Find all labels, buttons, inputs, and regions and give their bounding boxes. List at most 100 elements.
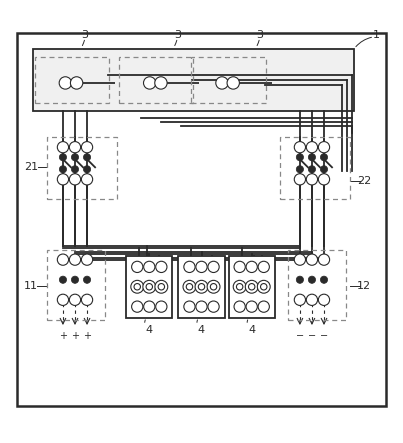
Circle shape xyxy=(208,261,219,272)
Circle shape xyxy=(296,154,303,161)
Circle shape xyxy=(234,261,245,272)
Circle shape xyxy=(184,301,195,312)
Bar xyxy=(229,256,275,318)
Text: 21: 21 xyxy=(24,162,38,172)
Bar xyxy=(47,137,117,199)
Circle shape xyxy=(131,280,143,293)
Text: −: − xyxy=(308,331,316,341)
Text: 11: 11 xyxy=(24,281,38,291)
Circle shape xyxy=(132,261,143,272)
Circle shape xyxy=(258,280,270,293)
Circle shape xyxy=(81,294,93,305)
Circle shape xyxy=(186,284,193,290)
Circle shape xyxy=(294,294,305,305)
Circle shape xyxy=(155,77,167,89)
Bar xyxy=(179,256,224,318)
Circle shape xyxy=(308,276,316,284)
Circle shape xyxy=(195,280,208,293)
Circle shape xyxy=(227,77,239,89)
Circle shape xyxy=(308,166,316,173)
Circle shape xyxy=(59,166,66,173)
Text: +: + xyxy=(59,331,67,341)
FancyBboxPatch shape xyxy=(17,33,386,406)
Circle shape xyxy=(71,166,79,173)
Circle shape xyxy=(155,280,168,293)
Circle shape xyxy=(158,284,164,290)
Circle shape xyxy=(69,294,81,305)
Text: 4: 4 xyxy=(198,325,205,335)
Circle shape xyxy=(245,280,258,293)
Circle shape xyxy=(306,254,318,265)
Text: 1: 1 xyxy=(373,30,380,40)
Bar xyxy=(288,249,346,320)
Circle shape xyxy=(210,284,217,290)
Circle shape xyxy=(146,284,152,290)
Circle shape xyxy=(320,166,328,173)
Bar xyxy=(280,137,350,199)
Circle shape xyxy=(57,174,69,185)
Circle shape xyxy=(134,284,141,290)
Circle shape xyxy=(306,142,318,153)
Text: 4: 4 xyxy=(248,325,255,335)
Circle shape xyxy=(296,166,303,173)
Circle shape xyxy=(143,77,156,89)
Circle shape xyxy=(143,261,155,272)
Circle shape xyxy=(318,254,330,265)
Circle shape xyxy=(294,142,305,153)
Circle shape xyxy=(196,261,207,272)
Circle shape xyxy=(69,142,81,153)
Text: +: + xyxy=(83,331,91,341)
Circle shape xyxy=(318,174,330,185)
Bar xyxy=(47,249,105,320)
Circle shape xyxy=(318,294,330,305)
Circle shape xyxy=(294,174,305,185)
Circle shape xyxy=(246,261,258,272)
Circle shape xyxy=(132,301,143,312)
Bar xyxy=(33,49,354,111)
Circle shape xyxy=(59,154,66,161)
Text: 22: 22 xyxy=(357,176,371,187)
Circle shape xyxy=(296,276,303,284)
Circle shape xyxy=(143,280,156,293)
Circle shape xyxy=(156,301,167,312)
Circle shape xyxy=(233,280,246,293)
Circle shape xyxy=(69,174,81,185)
Circle shape xyxy=(71,77,83,89)
Circle shape xyxy=(306,174,318,185)
Circle shape xyxy=(246,301,258,312)
Circle shape xyxy=(207,280,220,293)
Circle shape xyxy=(308,154,316,161)
Text: 4: 4 xyxy=(146,325,153,335)
Circle shape xyxy=(320,276,328,284)
Text: +: + xyxy=(71,331,79,341)
Circle shape xyxy=(71,154,79,161)
Circle shape xyxy=(83,276,91,284)
Circle shape xyxy=(57,294,69,305)
Circle shape xyxy=(318,142,330,153)
Circle shape xyxy=(83,166,91,173)
Circle shape xyxy=(81,254,93,265)
Circle shape xyxy=(237,284,243,290)
Text: −: − xyxy=(320,331,328,341)
Circle shape xyxy=(57,254,69,265)
Circle shape xyxy=(83,154,91,161)
Circle shape xyxy=(59,77,72,89)
Bar xyxy=(119,57,193,103)
Circle shape xyxy=(208,301,219,312)
Circle shape xyxy=(59,276,66,284)
Circle shape xyxy=(306,294,318,305)
Circle shape xyxy=(320,154,328,161)
Circle shape xyxy=(258,301,269,312)
Text: −: − xyxy=(296,331,304,341)
Circle shape xyxy=(81,174,93,185)
Text: 3: 3 xyxy=(174,30,181,40)
Text: 12: 12 xyxy=(357,281,371,291)
Circle shape xyxy=(216,77,228,89)
Bar xyxy=(35,57,109,103)
Circle shape xyxy=(260,284,267,290)
Circle shape xyxy=(69,254,81,265)
Circle shape xyxy=(294,254,305,265)
Circle shape xyxy=(196,301,207,312)
Circle shape xyxy=(234,301,245,312)
Bar xyxy=(126,256,172,318)
